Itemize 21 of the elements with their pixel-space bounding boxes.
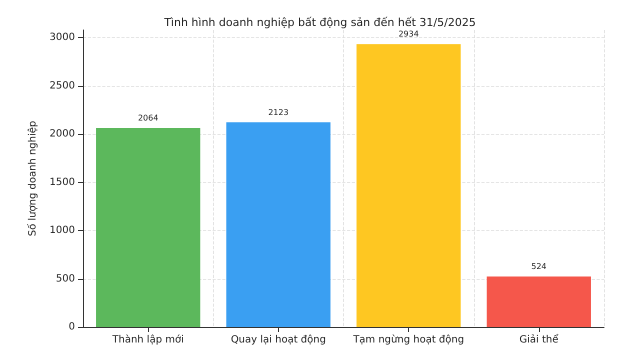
data-label: 524 xyxy=(531,262,547,271)
y-tick-label: 2000 xyxy=(50,128,75,140)
bar xyxy=(356,44,461,327)
bar xyxy=(96,128,200,327)
y-axis-title: Số lượng doanh nghiệp xyxy=(26,120,38,236)
bar xyxy=(486,276,591,327)
x-tick-label: Giải thể xyxy=(519,334,560,346)
x-tick-label: Thành lập mới xyxy=(111,334,184,346)
bar xyxy=(226,122,330,327)
y-tick-label: 2500 xyxy=(50,80,75,92)
data-label: 2123 xyxy=(268,108,289,117)
y-tick-label: 0 xyxy=(68,322,75,332)
y-tick-label: 500 xyxy=(56,273,75,284)
data-label: 2064 xyxy=(138,113,158,122)
x-tick-label: Quay lại hoạt động xyxy=(230,334,326,346)
y-tick-label: 1000 xyxy=(50,225,75,236)
x-tick-label: Tạm ngừng hoạt động xyxy=(352,334,464,346)
y-tick-label: 1500 xyxy=(50,176,75,188)
y-tick-label: 3000 xyxy=(50,32,75,44)
data-label: 2934 xyxy=(398,30,419,39)
chart-title: Tình hình doanh nghiệp bất động sản đến hết 31/5/2025 xyxy=(163,16,476,29)
